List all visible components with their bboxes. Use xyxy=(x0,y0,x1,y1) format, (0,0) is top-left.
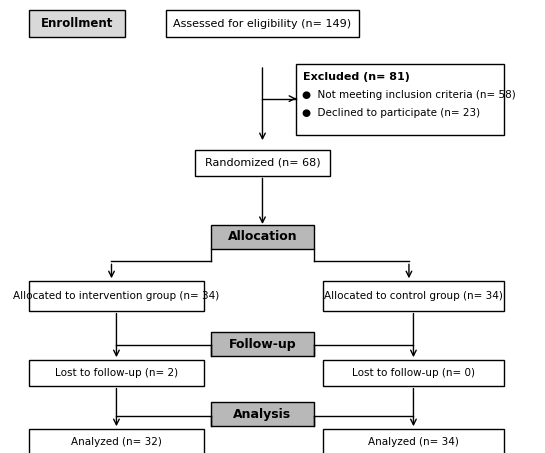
Text: Excluded (n= 81): Excluded (n= 81) xyxy=(304,72,410,82)
FancyBboxPatch shape xyxy=(211,402,314,426)
Text: Allocated to control group (n= 34): Allocated to control group (n= 34) xyxy=(324,291,503,301)
Text: Allocated to intervention group (n= 34): Allocated to intervention group (n= 34) xyxy=(13,291,220,301)
Text: Follow-up: Follow-up xyxy=(229,338,296,351)
Text: Randomized (n= 68): Randomized (n= 68) xyxy=(205,158,320,168)
Text: Analyzed (n= 32): Analyzed (n= 32) xyxy=(71,437,162,447)
Text: ●  Not meeting inclusion criteria (n= 58): ● Not meeting inclusion criteria (n= 58) xyxy=(302,90,516,100)
Text: Analyzed (n= 34): Analyzed (n= 34) xyxy=(368,437,459,447)
FancyBboxPatch shape xyxy=(28,360,204,386)
Text: Allocation: Allocation xyxy=(228,230,297,243)
FancyBboxPatch shape xyxy=(323,429,504,453)
FancyBboxPatch shape xyxy=(195,150,330,176)
FancyBboxPatch shape xyxy=(211,225,314,249)
FancyBboxPatch shape xyxy=(323,360,504,386)
Text: Analysis: Analysis xyxy=(233,408,292,421)
FancyBboxPatch shape xyxy=(28,281,204,311)
FancyBboxPatch shape xyxy=(323,281,504,311)
FancyBboxPatch shape xyxy=(28,10,125,38)
FancyBboxPatch shape xyxy=(211,333,314,356)
Text: Assessed for eligibility (n= 149): Assessed for eligibility (n= 149) xyxy=(173,19,352,29)
FancyBboxPatch shape xyxy=(166,10,359,38)
Text: Enrollment: Enrollment xyxy=(41,17,113,30)
Text: ●  Declined to participate (n= 23): ● Declined to participate (n= 23) xyxy=(302,107,480,117)
Text: Lost to follow-up (n= 2): Lost to follow-up (n= 2) xyxy=(55,368,178,378)
Text: Lost to follow-up (n= 0): Lost to follow-up (n= 0) xyxy=(352,368,475,378)
FancyBboxPatch shape xyxy=(28,429,204,453)
FancyBboxPatch shape xyxy=(296,64,504,135)
